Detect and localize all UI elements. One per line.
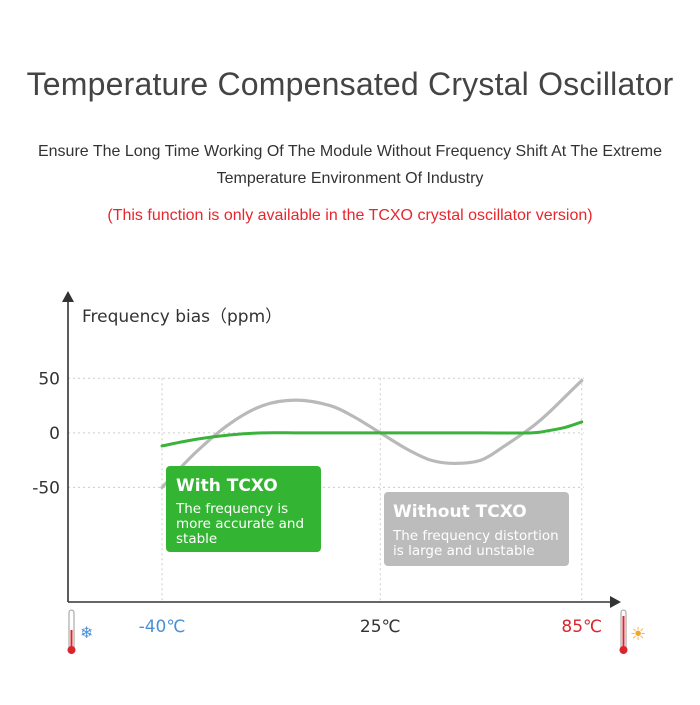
chart-series [160,378,584,490]
without-tcxo-box [384,492,569,566]
with-tcxo-box [166,466,321,552]
cold-thermometer-icon [67,609,76,654]
without-tcxo-text-1: The frequency distortion [392,528,559,544]
svg-text:❄: ❄ [80,623,93,642]
y-axis-arrow [62,291,74,302]
without-tcxo-title: Without TCXO [393,502,527,522]
subtitle-line-1: Ensure The Long Time Working Of The Modu… [37,143,662,160]
with-tcxo-text-2: more accurate and [176,516,304,532]
x-axis-arrow [610,596,621,608]
with-tcxo-callout: With TCXO The frequency is more accurate… [166,466,321,552]
with-tcxo-text-3: stable [176,531,217,547]
page-title: Temperature Compensated Crystal Oscillat… [26,66,674,102]
chart-grid [68,377,584,602]
y-tick-label-0: 50 [38,369,60,389]
sun-icon: ☀ [630,624,646,645]
x-tick-label-2: 85℃ [561,617,602,637]
series-line-with-tcxo [160,420,584,448]
with-tcxo-text-1: The frequency is [175,501,288,517]
y-axis-label: Frequency bias（ppm） [82,307,282,327]
x-tick-label-1: 25℃ [360,617,401,637]
y-tick-label-2: -50 [32,478,60,498]
x-tick-labels: -40℃ 25℃ 85℃ [139,617,603,637]
snowflake-icon: ❄ [80,623,93,642]
svg-text:☀: ☀ [630,624,646,645]
page-subtitle: Ensure The Long Time Working Of The Modu… [0,138,700,192]
x-tick-label-0: -40℃ [139,617,186,637]
y-tick-labels: 50 0 -50 [32,369,60,498]
hot-thermometer-icon [619,609,628,654]
without-tcxo-text-2: is large and unstable [393,543,535,559]
subtitle-line-2: Temperature Environment Of Industry [216,170,484,187]
series-line-without-tcxo [160,378,584,490]
without-tcxo-callout: Without TCXO The frequency distortion is… [384,492,569,566]
with-tcxo-title: With TCXO [176,476,278,496]
version-note: (This function is only available in the … [107,207,593,224]
chart-axes [62,291,621,608]
y-tick-label-1: 0 [49,424,60,444]
